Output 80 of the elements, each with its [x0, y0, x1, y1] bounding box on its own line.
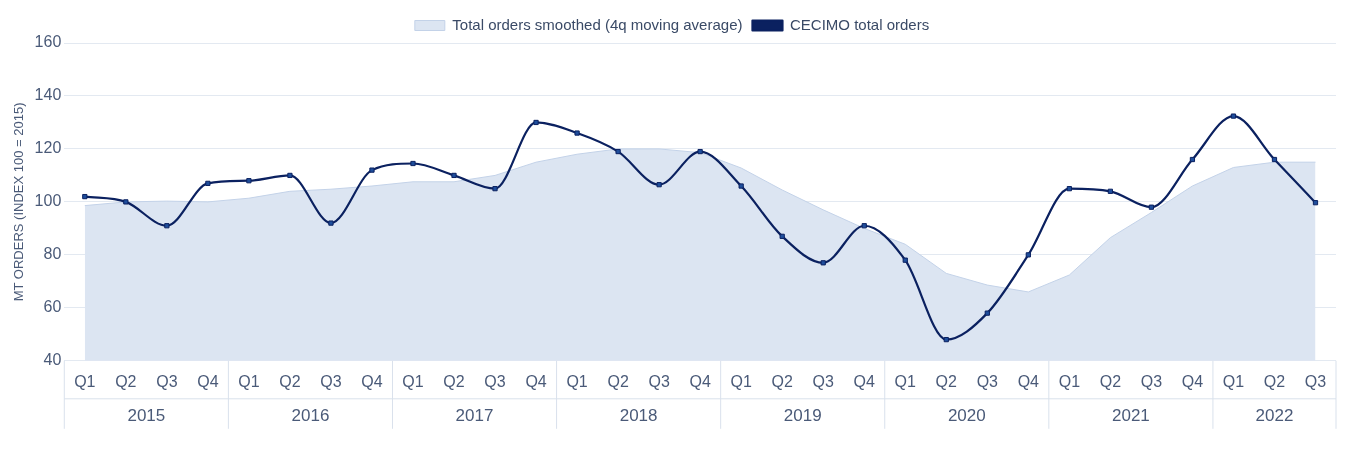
point [205, 180, 211, 186]
x-tick-label: Q3 [320, 372, 342, 390]
y-tick-label: 60 [43, 298, 62, 316]
x-tick-label: Q1 [1058, 372, 1081, 390]
x-tick-label: Q3 [812, 372, 834, 390]
x-tick-label: Q2 [115, 372, 137, 390]
text: 2018 [619, 406, 658, 426]
point [1312, 200, 1319, 206]
point [123, 199, 129, 205]
text: 2021 [1111, 406, 1150, 426]
y-tick-label: 140 [34, 86, 62, 104]
point [451, 172, 457, 179]
text: 2019 [783, 406, 822, 426]
text: 2020 [947, 406, 986, 426]
point [738, 183, 744, 189]
legend-label: Total orders smoothed (4q moving average) [452, 15, 743, 33]
x-tick-label: Q1 [566, 372, 588, 390]
point [697, 148, 703, 155]
x-tick-label: Q2 [771, 372, 793, 390]
point [1025, 252, 1031, 258]
x-tick-label: Q3 [648, 372, 670, 390]
x-tick-label: Q2 [607, 372, 629, 390]
point [820, 260, 826, 266]
x-tick-label: Q3 [1140, 372, 1163, 390]
x-tick-label: Q4 [1181, 372, 1204, 390]
x-tick-label: Q3 [1304, 372, 1327, 390]
point [1189, 156, 1196, 163]
x-tick-label: Q4 [1017, 372, 1040, 390]
point [615, 148, 621, 155]
point [287, 172, 293, 179]
point [943, 336, 949, 343]
x-tick-label: Q2 [1263, 372, 1286, 390]
x-tick-label: Q2 [443, 372, 465, 390]
x-tick-label: Q4 [361, 372, 383, 390]
point [861, 223, 867, 229]
x-tick-label: Q1 [402, 372, 424, 390]
point [410, 160, 416, 167]
x-tick-label: Q2 [279, 372, 301, 390]
point [574, 130, 580, 136]
y-axis-title: MT ORDERS (INDEX 100 = 2015) [11, 102, 27, 302]
x-tick-label: Q4 [853, 372, 876, 390]
point [656, 182, 662, 188]
y-tick-label: 160 [34, 33, 62, 51]
point [902, 257, 908, 263]
y-tick-label: 100 [34, 192, 62, 210]
point [246, 178, 252, 184]
y-tick-label: 120 [34, 139, 62, 157]
point [984, 310, 990, 316]
point [1230, 113, 1237, 119]
x-tick-label: Q3 [484, 372, 506, 390]
x-tick-label: Q1 [238, 372, 260, 390]
x-tick-label: Q3 [976, 372, 999, 390]
point [492, 186, 498, 192]
text: 2015 [127, 406, 166, 426]
point [533, 119, 539, 126]
text: 2016 [291, 406, 330, 426]
point [1066, 186, 1072, 192]
point [328, 220, 334, 226]
text: 2017 [455, 406, 494, 426]
x-tick-label: Q4 [689, 372, 711, 390]
point [1107, 188, 1113, 194]
x-tick-label: Q1 [730, 372, 752, 390]
point [164, 223, 170, 229]
x-tick-label: Q1 [74, 372, 96, 390]
point [82, 193, 88, 200]
x-tick-label: Q2 [1099, 372, 1122, 390]
point [1271, 156, 1278, 163]
x-tick-label: Q2 [935, 372, 958, 390]
legend-label: CECIMO total orders [789, 15, 930, 33]
point [1148, 204, 1155, 210]
x-tick-label: Q4 [525, 372, 547, 390]
text: 2022 [1255, 406, 1294, 426]
x-tick-label: Q4 [197, 372, 219, 390]
point [779, 233, 785, 239]
y-tick-label: 40 [43, 351, 62, 369]
x-tick-label: Q1 [894, 372, 917, 390]
x-tick-label: Q3 [156, 372, 178, 390]
y-tick-label: 80 [43, 245, 62, 263]
point [369, 167, 375, 173]
x-tick-label: Q1 [1222, 372, 1245, 390]
